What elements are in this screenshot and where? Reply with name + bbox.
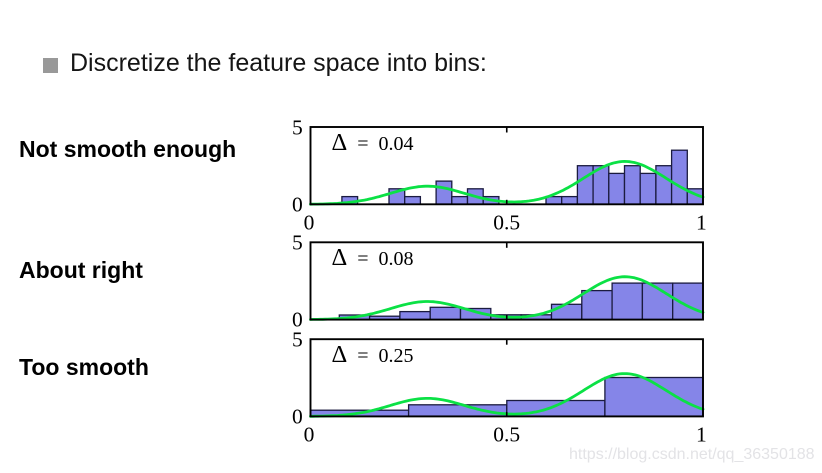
svg-text:0: 0: [292, 192, 303, 216]
svg-text:5: 5: [292, 328, 303, 352]
svg-text:1: 1: [696, 423, 707, 447]
svg-text:Δ = 0.25: Δ = 0.25: [332, 341, 414, 368]
svg-text:5: 5: [292, 115, 303, 139]
svg-text:0: 0: [304, 210, 315, 234]
svg-text:0.5: 0.5: [493, 210, 520, 234]
svg-text:1: 1: [696, 210, 707, 234]
svg-text:5: 5: [292, 231, 303, 255]
svg-text:Δ = 0.08: Δ = 0.08: [332, 244, 414, 271]
svg-text:0: 0: [304, 423, 315, 447]
svg-text:0.5: 0.5: [493, 423, 520, 447]
svg-text:0: 0: [292, 308, 303, 332]
svg-text:Δ = 0.04: Δ = 0.04: [332, 129, 414, 156]
svg-text:0: 0: [292, 404, 303, 428]
